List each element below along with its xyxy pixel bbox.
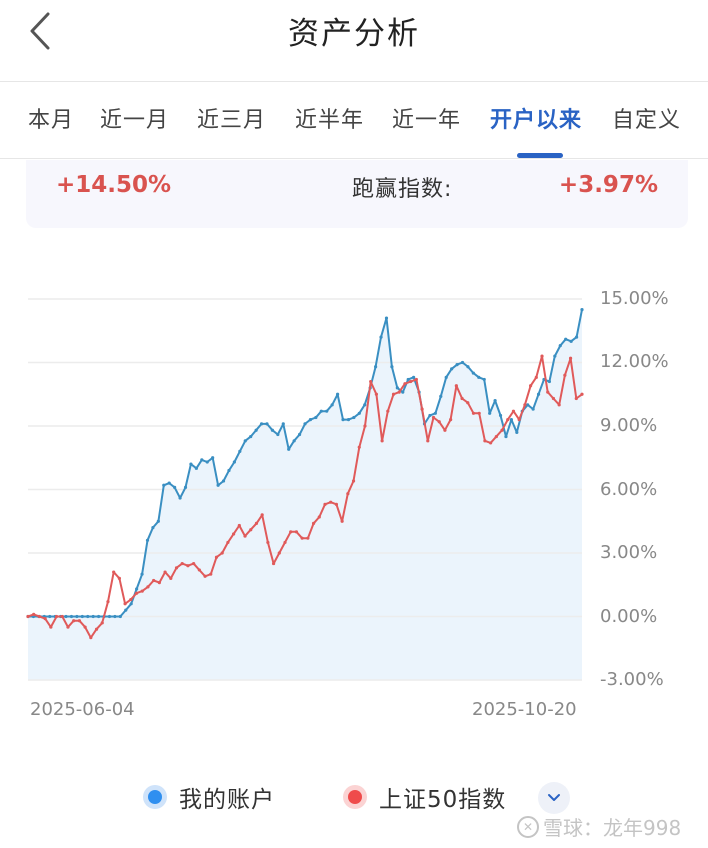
divider bbox=[0, 81, 708, 82]
divider bbox=[0, 158, 708, 159]
tab-custom[interactable]: 自定义 bbox=[612, 108, 682, 133]
watermark-text: 雪球：龙年998 bbox=[543, 816, 682, 840]
page-title: 资产分析 bbox=[288, 16, 420, 52]
tab-last-3-months[interactable]: 近三月 bbox=[197, 108, 267, 133]
chart-plot bbox=[26, 298, 584, 681]
summary-card: +14.50% 跑赢指数: +3.97% bbox=[26, 160, 688, 228]
x-tick-start: 2025-06-04 bbox=[30, 699, 135, 720]
chevron-down-icon bbox=[548, 794, 560, 801]
active-tab-indicator bbox=[517, 153, 563, 158]
legend-item-sse50-index[interactable]: 上证50指数 bbox=[343, 780, 506, 814]
tab-last-month[interactable]: 近一月 bbox=[100, 108, 170, 133]
tab-since-opening[interactable]: 开户以来 bbox=[490, 108, 583, 133]
y-tick-label: 6.00% bbox=[600, 479, 658, 500]
return-chart[interactable]: 15.00% 12.00% 9.00% 6.00% 3.00% 0.00% -3… bbox=[0, 280, 708, 730]
tab-last-year[interactable]: 近一年 bbox=[392, 108, 462, 133]
watermark: ✕ 雪球：龙年998 bbox=[517, 812, 681, 841]
y-tick-label: 3.00% bbox=[600, 542, 658, 563]
legend-item-my-account[interactable]: 我的账户 bbox=[143, 780, 275, 814]
benchmark-dropdown-button[interactable] bbox=[538, 782, 570, 814]
y-tick-label: 12.00% bbox=[600, 351, 669, 372]
y-tick-label: 9.00% bbox=[600, 415, 658, 436]
chart-legend: 我的账户 上证50指数 bbox=[0, 780, 708, 816]
excess-return-value: +3.97% bbox=[558, 172, 658, 198]
y-tick-label: 15.00% bbox=[600, 288, 669, 309]
x-tick-end: 2025-10-20 bbox=[472, 699, 577, 720]
total-return-value: +14.50% bbox=[56, 172, 172, 198]
header: 资产分析 bbox=[0, 0, 708, 80]
legend-dot-icon bbox=[343, 785, 367, 809]
chevron-left-icon bbox=[30, 12, 50, 50]
y-tick-label: -3.00% bbox=[600, 669, 664, 690]
tab-this-month[interactable]: 本月 bbox=[28, 108, 75, 133]
excess-return-label: 跑赢指数: bbox=[352, 177, 453, 202]
tab-last-half-year[interactable]: 近半年 bbox=[295, 108, 365, 133]
legend-label: 我的账户 bbox=[179, 787, 275, 813]
legend-label: 上证50指数 bbox=[379, 787, 507, 813]
snowball-logo-icon: ✕ bbox=[517, 815, 539, 838]
y-tick-label: 0.00% bbox=[600, 606, 658, 627]
back-button[interactable] bbox=[22, 6, 62, 56]
period-tabs: 本月 近一月 近三月 近半年 近一年 开户以来 自定义 bbox=[0, 82, 708, 158]
legend-dot-icon bbox=[143, 785, 167, 809]
